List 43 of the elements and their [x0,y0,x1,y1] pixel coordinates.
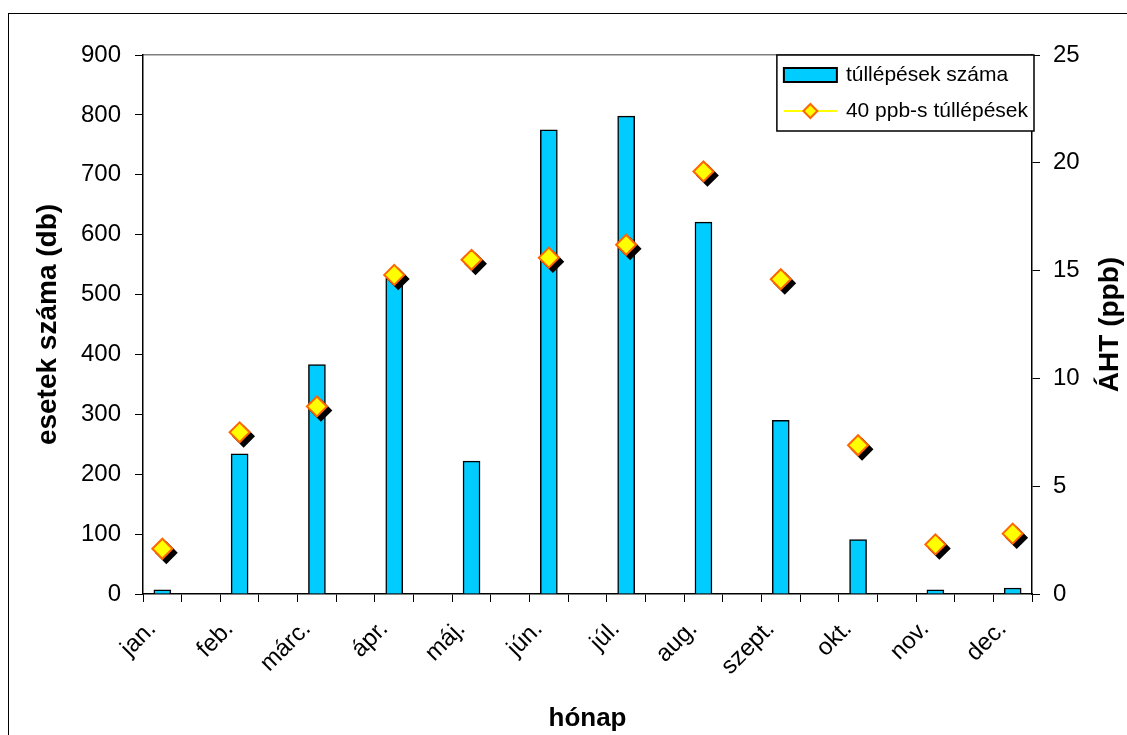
point [692,160,715,183]
point [924,533,947,556]
point [537,246,560,269]
x-axis-title: hónap [548,701,627,732]
x-tick-label: júl. [582,614,625,656]
point [615,233,638,256]
point [1001,522,1024,545]
x-tick-label: máj. [418,614,470,666]
x-tick-label: jan. [113,614,161,662]
legend-label: 40 ppb-s túllépések [845,97,1029,121]
x-tick-label: aug. [649,614,702,667]
x-tick-label: okt. [809,614,857,661]
point [228,421,251,444]
y-tick-label: 100 [80,518,121,546]
y-axis-title: esetek száma (db) [30,203,62,446]
y-tick-label: 800 [80,99,121,127]
y2-tick-label: 20 [1053,147,1080,175]
y-tick-label: 200 [80,458,121,486]
y2-tick-label: 25 [1053,39,1080,67]
point [769,268,792,291]
point [151,537,174,560]
y-tick-label: 600 [80,219,121,247]
x-tick-label: dec. [959,614,1011,666]
y-tick-label: 700 [80,159,121,187]
y-tick-label: 500 [80,279,121,307]
y-tick-label: 900 [80,39,121,67]
x-tick-label: nov. [883,614,934,665]
point [460,248,483,271]
x-tick-label: feb. [190,614,238,662]
y-tick-label: 400 [80,339,121,367]
y2-tick-label: 5 [1053,470,1067,498]
x-tick-label: ápr. [345,614,393,662]
y-tick-label: 300 [80,398,121,426]
y2-tick-label: 15 [1053,255,1080,283]
point [305,395,328,418]
y2-tick-label: 10 [1053,363,1080,391]
y2-tick-label: 0 [1053,578,1067,606]
x-tick-label: jún. [499,614,548,662]
point [383,263,406,286]
legend-label: túllépések száma [845,61,1009,85]
y-tick-label: 0 [107,578,121,606]
y2-axis-title: ÁHT (ppb) [1092,256,1124,393]
point [847,434,870,457]
